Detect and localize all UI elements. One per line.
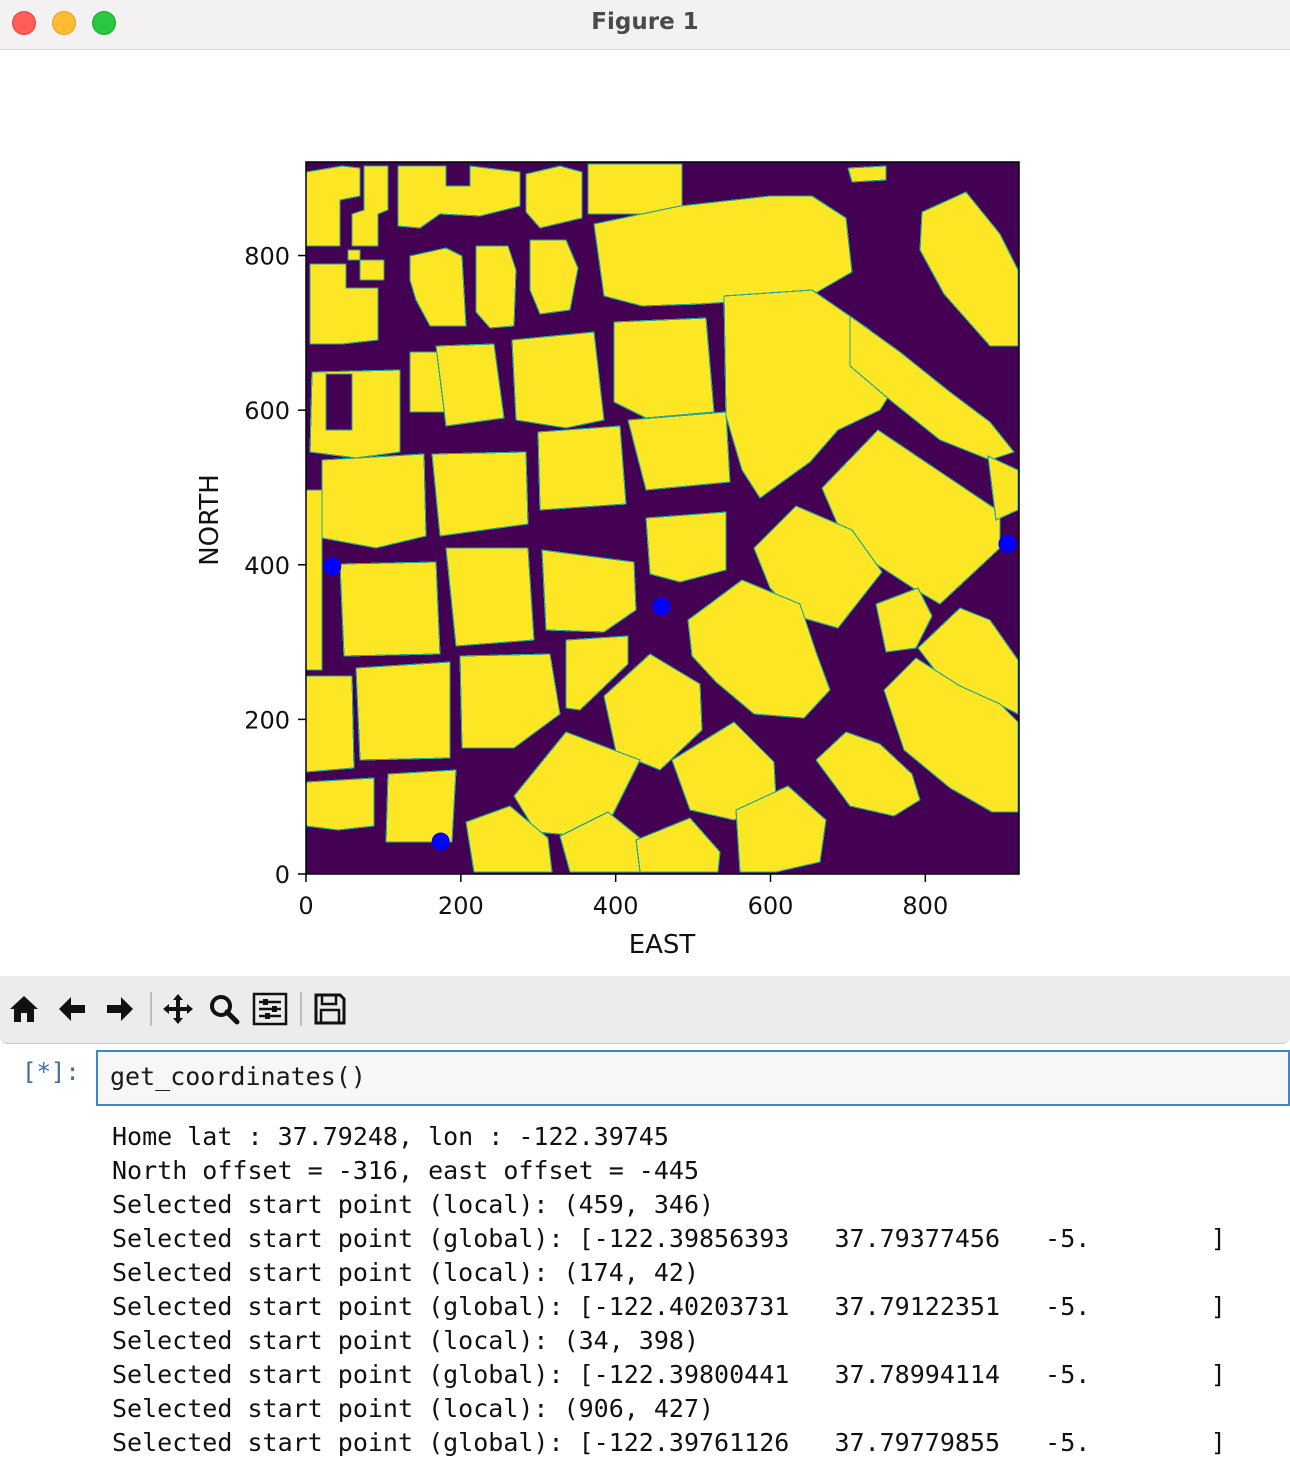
y-tick-label: 600 — [244, 397, 290, 425]
window-title-bar: Figure 1 — [0, 0, 1290, 50]
map-plot[interactable]: 0 200 400 600 800 0 200 400 600 800 EAST NORTH — [0, 50, 1290, 976]
forward-icon[interactable] — [100, 989, 140, 1029]
output-line: North offset = -316, east offset = -445 — [112, 1156, 699, 1185]
plot-frame — [305, 161, 1020, 875]
cell-prompt: [*]: — [22, 1058, 80, 1086]
home-icon[interactable] — [4, 989, 44, 1029]
maximize-window-button[interactable] — [92, 11, 116, 35]
y-tick-label: 0 — [275, 861, 290, 889]
output-line: Selected start point (global): [-122.398… — [112, 1360, 1226, 1389]
selected-points — [323, 534, 1017, 851]
minimize-window-button[interactable] — [52, 11, 76, 35]
zoom-icon[interactable] — [204, 989, 244, 1029]
cell-output: Home lat : 37.79248, lon : -122.39745 Nor… — [112, 1120, 1226, 1460]
y-axis-label: NORTH — [195, 474, 225, 566]
pan-icon[interactable] — [158, 989, 198, 1029]
selected-point-marker — [998, 534, 1017, 553]
x-tick-label: 200 — [438, 892, 484, 920]
obstacle-layer — [305, 163, 1019, 873]
window-title: Figure 1 — [591, 9, 699, 35]
x-tick-label: 800 — [902, 892, 948, 920]
selected-point-marker — [323, 557, 342, 576]
matplotlib-toolbar — [0, 976, 1290, 1044]
x-tick-label: 400 — [593, 892, 639, 920]
selected-point-marker — [431, 832, 450, 851]
output-line: Selected start point (local): (459, 346) — [112, 1190, 715, 1219]
configure-subplots-icon[interactable] — [250, 989, 290, 1029]
selected-point-marker — [652, 597, 671, 616]
output-line: Selected start point (local): (34, 398) — [112, 1326, 699, 1355]
output-line: Selected start point (global): [-122.397… — [112, 1428, 1226, 1457]
output-line: Home lat : 37.79248, lon : -122.39745 — [112, 1122, 669, 1151]
figure-canvas[interactable]: 0 200 400 600 800 0 200 400 600 800 EAST NORTH — [0, 50, 1290, 976]
axes: 0 200 400 600 800 0 200 400 600 800 — [244, 243, 948, 920]
toolbar-separator — [300, 992, 302, 1026]
back-icon[interactable] — [52, 989, 92, 1029]
y-tick-label: 200 — [244, 706, 290, 734]
output-line: Selected start point (global): [-122.402… — [112, 1292, 1226, 1321]
output-line: Selected start point (global): [-122.398… — [112, 1224, 1226, 1253]
x-tick-label: 600 — [748, 892, 794, 920]
code-cell-input[interactable]: get_coordinates() — [96, 1050, 1290, 1106]
toolbar-separator — [150, 992, 152, 1026]
output-line: Selected start point (local): (174, 42) — [112, 1258, 699, 1287]
y-tick-label: 400 — [244, 552, 290, 580]
close-window-button[interactable] — [12, 11, 36, 35]
y-tick-label: 800 — [244, 243, 290, 271]
code-text[interactable]: get_coordinates() — [110, 1062, 366, 1091]
x-axis-label: EAST — [629, 930, 696, 960]
notebook-area — [0, 1044, 1290, 1466]
output-line: Selected start point (local): (906, 427) — [112, 1394, 715, 1423]
save-icon[interactable] — [310, 989, 350, 1029]
x-tick-label: 0 — [298, 892, 313, 920]
